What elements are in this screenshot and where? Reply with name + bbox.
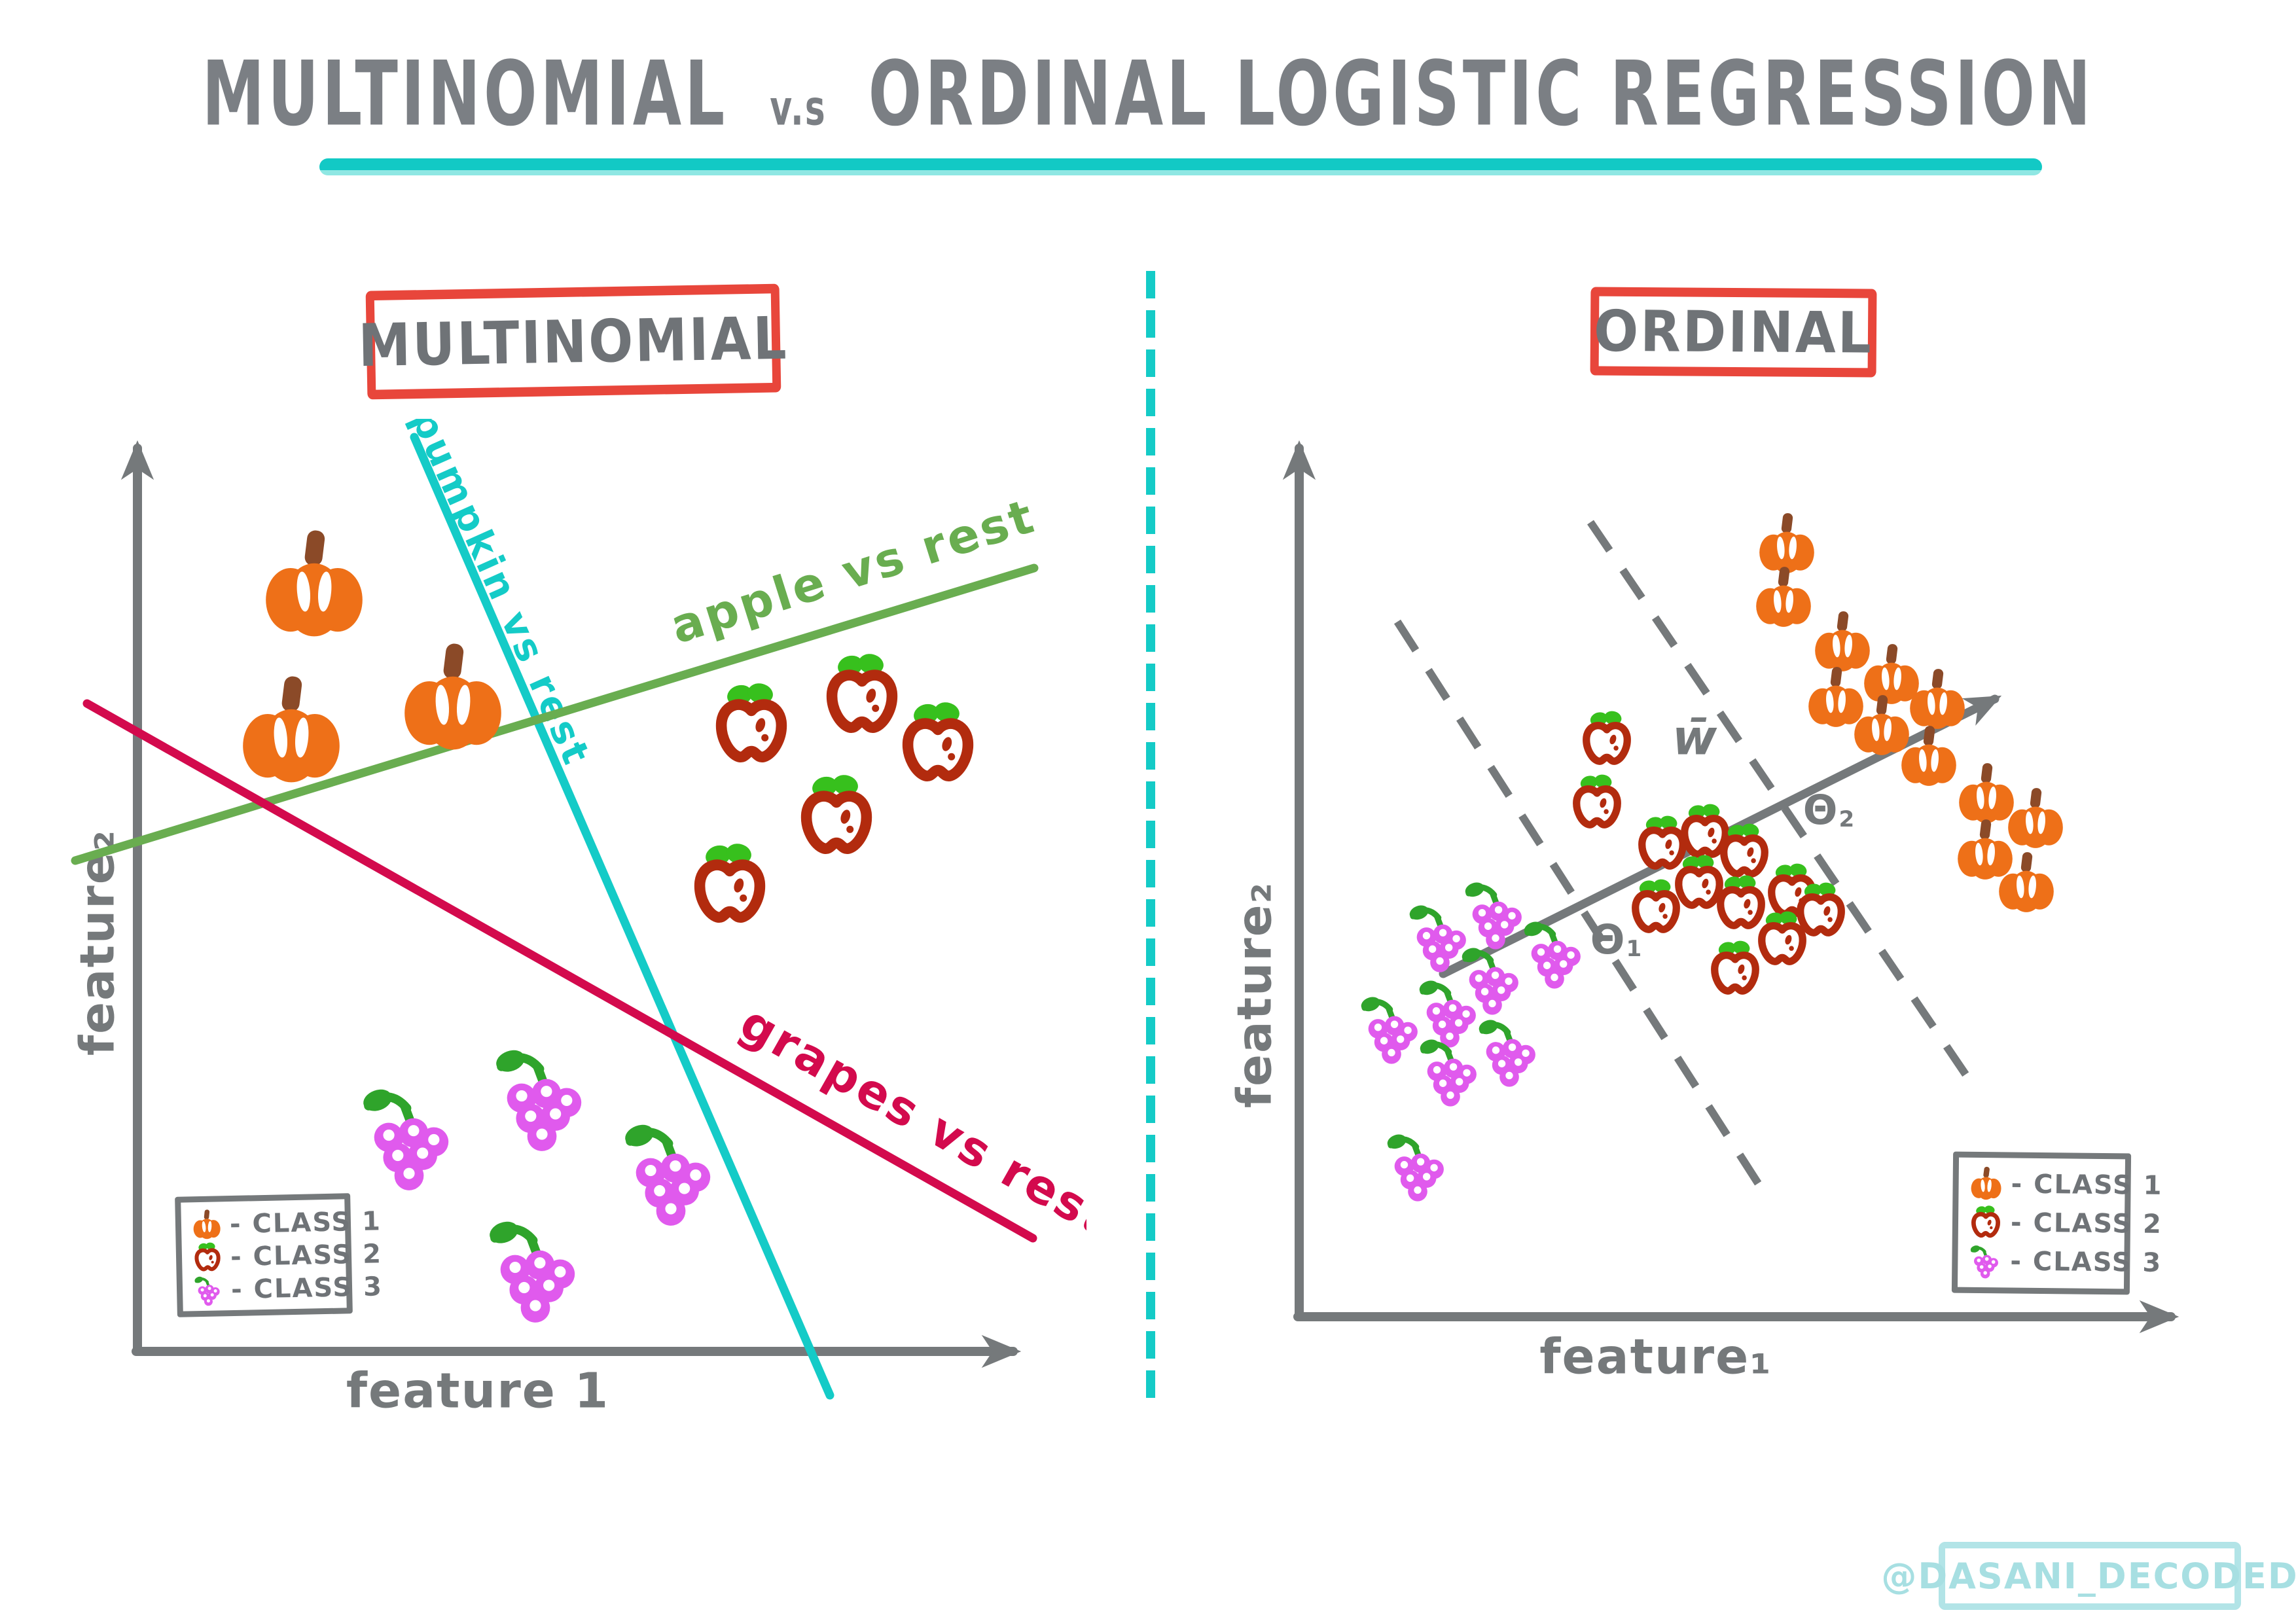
apple-icon <box>191 1241 224 1274</box>
grapes-icon <box>1408 903 1466 972</box>
grapes-icon <box>487 1218 575 1323</box>
apple-icon <box>832 651 892 727</box>
apple-icon <box>721 681 781 757</box>
apple-icon <box>908 700 968 776</box>
grapes-icon <box>1359 995 1418 1064</box>
boundary-label: grapes vs rest <box>731 995 1086 1248</box>
pumpkin-icon <box>2008 787 2063 848</box>
grapes-icon <box>192 1274 225 1307</box>
pumpkin-icon <box>243 675 340 783</box>
title-multinomial: MULTINOMIAL <box>202 42 728 147</box>
pumpkin-icon <box>266 529 363 637</box>
grapes-icon <box>1967 1243 2004 1280</box>
grapes-icon <box>361 1086 449 1190</box>
title-vs: v.s <box>770 80 827 137</box>
apple-icon <box>1642 814 1683 866</box>
legend-item: - CLASS 3 <box>192 1272 383 1308</box>
y-axis-label: feature₂ <box>1227 882 1282 1108</box>
pumpkin-icon <box>404 643 501 750</box>
grapes-icon <box>1418 1037 1477 1107</box>
legend-label: - CLASS 3 <box>230 1272 384 1306</box>
apple-icon <box>1967 1204 2005 1241</box>
apple-icon <box>1721 874 1761 925</box>
page-title: MULTINOMIAL v.s ORDINAL LOGISTIC REGRESS… <box>0 42 2296 146</box>
legend-item: - CLASS 1 <box>1967 1165 2163 1203</box>
apple-icon <box>1685 802 1725 854</box>
grapes-icon <box>1386 1132 1444 1202</box>
title-underline <box>319 158 2042 175</box>
grapes-icon <box>1522 919 1581 989</box>
apple-icon <box>1801 881 1841 933</box>
pumpkin-icon <box>1808 666 1863 727</box>
legend-item: - CLASS 2 <box>1967 1204 2162 1242</box>
x-axis-label: feature 1 <box>346 1363 609 1419</box>
legend-label: - CLASS 2 <box>2010 1207 2163 1240</box>
apple-icon <box>1762 910 1803 961</box>
legend-label: - CLASS 3 <box>2010 1246 2162 1279</box>
multinomial-legend: - CLASS 1- CLASS 2- CLASS 3 <box>175 1193 383 1317</box>
annotation: w̄ <box>1672 710 1718 766</box>
panel-divider <box>1146 271 1155 1406</box>
legend-item: - CLASS 3 <box>1967 1243 2162 1281</box>
grapes-icon <box>622 1121 711 1226</box>
ordinal-plot: feature₁ feature₂ w̄ Θ1 Θ2 <box>1227 440 2179 1385</box>
annotation: Θ1 <box>1590 916 1643 963</box>
grapes-icon <box>1460 946 1518 1015</box>
apple-icon <box>1679 853 1719 905</box>
pumpkin-icon <box>1967 1165 2005 1202</box>
title-ordinal-logistic-regression: ORDINAL LOGISTIC REGRESSION <box>868 42 2094 147</box>
legend-item: - CLASS 1 <box>190 1206 382 1242</box>
x-axis-label: feature₁ <box>1539 1329 1772 1385</box>
apple-icon <box>1715 939 1755 991</box>
apple-icon <box>1577 773 1617 825</box>
legend-item: - CLASS 2 <box>191 1239 382 1275</box>
apple-icon <box>806 772 867 848</box>
pumpkin-icon <box>190 1208 223 1241</box>
pumpkin-icon <box>1864 643 1919 704</box>
decision-boundary-line <box>410 433 834 1400</box>
ordinal-legend: - CLASS 1 - CLASS 2 - CLASS 3 <box>1951 1151 2163 1295</box>
multinomial-panel-header: MULTINOMIAL <box>358 283 789 400</box>
pumpkin-icon <box>1901 725 1956 786</box>
y-axis-label: feature₂ <box>70 829 125 1056</box>
watermark: @DASANI_DECODED <box>1881 1542 2296 1610</box>
grapes-icon <box>1477 1018 1535 1087</box>
pumpkin-icon <box>1759 512 1814 573</box>
grapes-icon <box>1418 978 1476 1048</box>
pumpkin-icon <box>1815 611 1870 671</box>
ordinal-panel-header: ORDINAL <box>1590 287 1877 378</box>
annotation: Θ2 <box>1803 786 1856 834</box>
pumpkin-icon <box>1958 819 2013 880</box>
pumpkin-icon <box>1910 668 1965 729</box>
pumpkin-icon <box>1959 762 2014 823</box>
legend-label: - CLASS 1 <box>229 1206 382 1240</box>
decision-boundary-line <box>82 699 1037 1243</box>
apple-icon <box>1636 878 1676 929</box>
legend-label: - CLASS 2 <box>230 1239 383 1273</box>
decision-boundary-line <box>71 563 1039 865</box>
boundary-label: apple vs rest <box>664 488 1042 654</box>
grapes-icon <box>493 1046 582 1151</box>
apple-icon <box>1587 709 1627 761</box>
pumpkin-icon <box>1756 566 1811 627</box>
legend-label: - CLASS 1 <box>2011 1169 2163 1201</box>
apple-icon <box>700 841 760 917</box>
apple-icon <box>1724 822 1765 874</box>
